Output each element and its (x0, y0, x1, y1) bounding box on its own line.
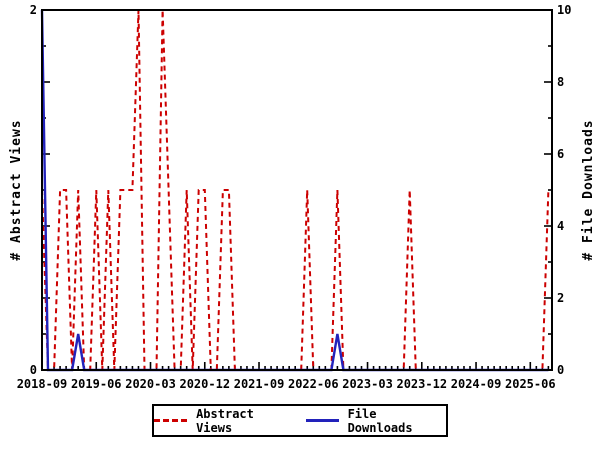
y-right-tick-label: 10 (557, 3, 571, 17)
file-downloads-line-sample-icon (305, 419, 339, 422)
x-tick-label: 2024-09 (451, 377, 502, 391)
y-right-tick-label: 0 (557, 363, 564, 377)
y-right-tick-label: 6 (557, 147, 564, 161)
x-tick-label: 2019-06 (71, 377, 122, 391)
x-axis-ticks: 2018-09 2019-06 2020-03 2020-12 2021-09 2022-… (17, 362, 556, 391)
series-line-file-downloads (40, 9, 549, 372)
x-tick-label: 2020-03 (125, 377, 176, 391)
y-right-tick-label: 8 (557, 75, 564, 89)
y-left-axis-title: # Abstract Views (9, 119, 24, 260)
series-line-abstract-views (41, 9, 550, 371)
legend-entry-abstract-views: Abstract Views (154, 407, 295, 435)
y-left-tick-label: 0 (30, 363, 37, 377)
x-tick-label: 2022-06 (288, 377, 339, 391)
x-tick-label: 2025-06 (505, 377, 556, 391)
legend-label-file-downloads: File Downloads (347, 406, 413, 435)
x-tick-label: 2023-12 (396, 377, 447, 391)
plot-frame (41, 9, 553, 371)
legend-label-abstract-views: Abstract Views (196, 406, 254, 435)
x-tick-label: 2020-12 (179, 377, 230, 391)
legend: Abstract Views File Downloads (152, 404, 448, 437)
legend-entry-file-downloads: File Downloads (305, 406, 447, 435)
y-left-tick-label: 2 (30, 3, 37, 17)
x-tick-label: 2021-09 (234, 377, 285, 391)
x-tick-label: 2023-03 (342, 377, 393, 391)
abstract-views-line-sample-icon (154, 419, 188, 422)
y-right-tick-label: 2 (557, 291, 564, 305)
chart-generated-layer: 2018-09 2019-06 2020-03 2020-12 2021-09 2022-… (17, 3, 572, 391)
y-axis-ticks: 0 2 4 6 8 10 2 0 (30, 3, 572, 377)
y-right-axis-title: # File Downloads (581, 119, 596, 260)
y-right-tick-label: 4 (557, 219, 564, 233)
x-tick-label: 2018-09 (17, 377, 68, 391)
